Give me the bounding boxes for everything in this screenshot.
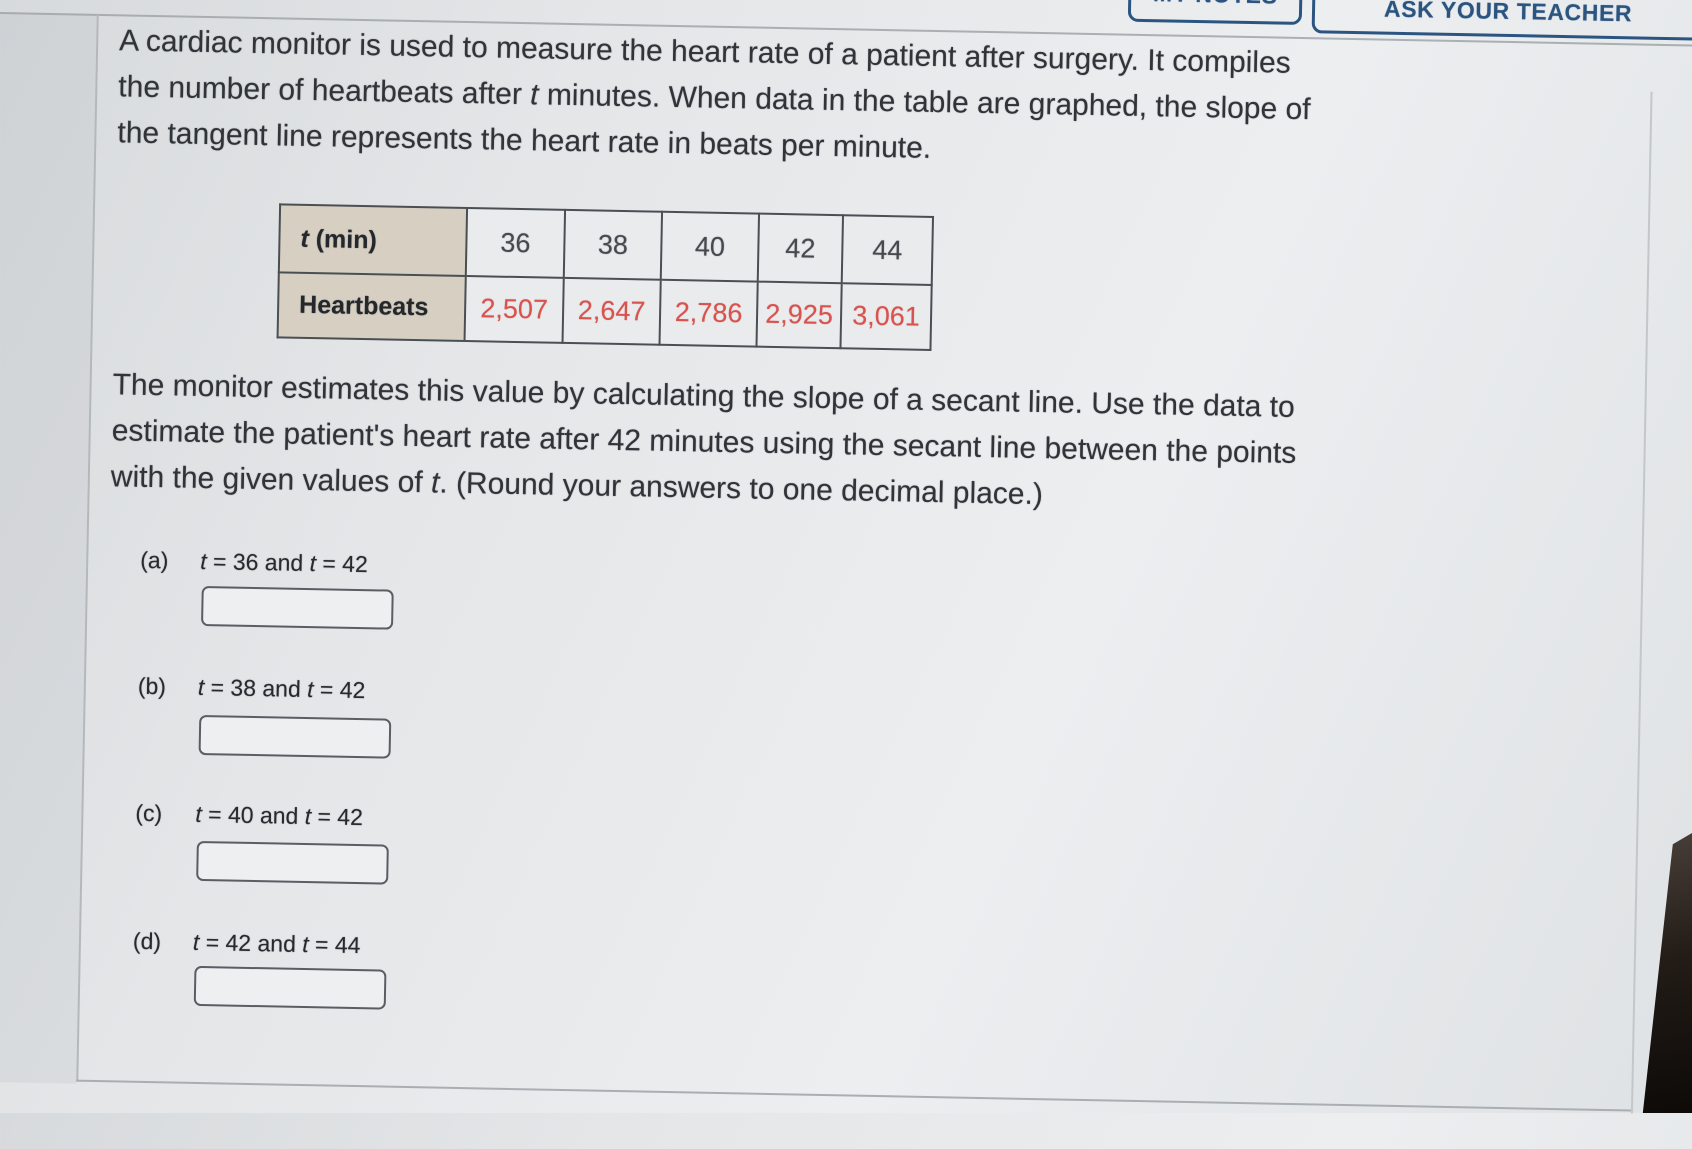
- part-a-label: (a): [140, 546, 169, 574]
- part-b-row: (b) t = 38 and t = 42: [138, 673, 366, 704]
- part-c-expression: t = 40 and t = 42: [195, 800, 364, 831]
- question-panel-right-border: [1630, 91, 1653, 1114]
- t-value-cell: 36: [465, 208, 566, 278]
- instruction-paragraph: The monitor estimates this value by calc…: [110, 362, 1297, 523]
- answer-input-d[interactable]: [193, 965, 387, 1010]
- part-d-row: (d) t = 42 and t = 44: [133, 928, 361, 959]
- my-notes-button-label: MY NOTES: [1153, 0, 1278, 10]
- heartbeat-value-cell: 2,925: [756, 281, 842, 349]
- my-notes-button[interactable]: MY NOTES: [1127, 0, 1303, 25]
- t-value-cell: 44: [841, 215, 934, 285]
- part-b-expression: t = 38 and t = 42: [197, 673, 366, 704]
- heartbeat-value-cell: 2,507: [464, 275, 564, 343]
- part-a-row: (a) t = 36 and t = 42: [140, 547, 368, 578]
- t-value-cell: 40: [660, 211, 760, 282]
- t-row: t (min) 36 38 40 42 44: [278, 204, 934, 285]
- t-value-cell: 38: [563, 209, 663, 280]
- answer-input-b[interactable]: [198, 714, 392, 759]
- heartbeats-row-header: Heartbeats: [277, 272, 466, 341]
- heartbeats-row: Heartbeats 2,507 2,647 2,786 2,925 3,061: [277, 272, 932, 350]
- part-c-row: (c) t = 40 and t = 42: [135, 800, 363, 831]
- problem-statement: A cardiac monitor is used to measure the…: [117, 18, 1312, 179]
- page-left-margin: [0, 11, 97, 1084]
- t-value-cell: 42: [757, 213, 844, 284]
- t-row-header: t (min): [278, 204, 468, 276]
- part-a-expression: t = 36 and t = 42: [200, 547, 369, 578]
- part-d-label: (d): [132, 927, 162, 955]
- heartbeat-value-cell: 2,786: [659, 279, 758, 347]
- question-panel-bottom-border: [76, 1079, 1632, 1112]
- part-c-label: (c): [135, 799, 163, 827]
- heart-rate-data-table: t (min) 36 38 40 42 44 Heartbeats 2,507 …: [277, 203, 934, 351]
- part-d-expression: t = 42 and t = 44: [192, 928, 361, 959]
- ask-your-teacher-button[interactable]: ASK YOUR TEACHER: [1311, 0, 1692, 41]
- photographed-screen: { "toolbar": { "my_notes_label": "MY NOT…: [0, 0, 1692, 1114]
- heartbeat-value-cell: 2,647: [562, 277, 661, 345]
- part-b-label: (b): [137, 672, 167, 700]
- answer-input-a[interactable]: [201, 585, 394, 630]
- answer-input-c[interactable]: [196, 840, 389, 885]
- ask-your-teacher-button-label: ASK YOUR TEACHER: [1383, 0, 1633, 27]
- heartbeat-value-cell: 3,061: [840, 283, 932, 350]
